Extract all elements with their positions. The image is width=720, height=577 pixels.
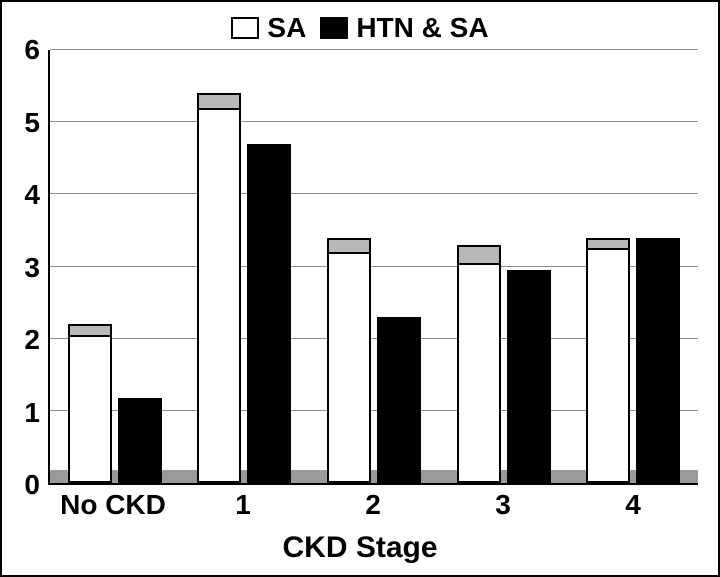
y-axis-ticks: 0123456 xyxy=(2,50,48,485)
bar-segment xyxy=(327,252,371,483)
bar-htn-sa xyxy=(507,270,551,483)
y-tick: 3 xyxy=(24,252,40,284)
bar-sa xyxy=(457,245,501,483)
bar-segment xyxy=(68,335,112,483)
bar-segment xyxy=(457,245,501,263)
y-tick: 6 xyxy=(24,34,40,66)
bar-group xyxy=(309,50,439,483)
legend-item-htnsa: HTN & SA xyxy=(320,12,488,44)
legend-swatch-sa xyxy=(231,17,259,39)
bar-segment xyxy=(68,324,112,335)
bar-group xyxy=(50,50,180,483)
bar-segment xyxy=(586,238,630,249)
bar-group xyxy=(180,50,310,483)
bar-segment xyxy=(327,238,371,252)
bar-segment xyxy=(586,248,630,483)
bar-segment xyxy=(118,398,162,483)
chart-zone: 0123456 No CKD1234 CKD Stage xyxy=(2,50,718,575)
bar-htn-sa xyxy=(377,317,421,483)
y-tick: 0 xyxy=(24,469,40,501)
legend-label-sa: SA xyxy=(267,12,306,44)
x-tick-label: 3 xyxy=(438,485,568,529)
bar-group xyxy=(568,50,698,483)
y-tick: 2 xyxy=(24,324,40,356)
bar-segment xyxy=(457,263,501,483)
x-tick-label: 1 xyxy=(178,485,308,529)
legend-label-htnsa: HTN & SA xyxy=(356,12,488,44)
x-tick-label: 2 xyxy=(308,485,438,529)
bar-sa xyxy=(586,238,630,483)
y-tick: 5 xyxy=(24,107,40,139)
bar-segment xyxy=(636,238,680,483)
bar-group xyxy=(439,50,569,483)
bar-segment xyxy=(197,93,241,107)
x-axis-labels: No CKD1234 xyxy=(48,485,698,529)
bar-htn-sa xyxy=(636,238,680,483)
legend-swatch-htnsa xyxy=(320,17,348,39)
legend-item-sa: SA xyxy=(231,12,306,44)
plot-area xyxy=(48,50,698,485)
bar-segment xyxy=(377,317,421,483)
bar-htn-sa xyxy=(247,144,291,483)
bar-sa xyxy=(327,238,371,483)
x-tick-label: No CKD xyxy=(48,485,178,529)
bar-segment xyxy=(197,108,241,483)
y-tick: 1 xyxy=(24,397,40,429)
x-tick-label: 4 xyxy=(568,485,698,529)
x-axis-title: CKD Stage xyxy=(2,529,718,575)
bar-segment xyxy=(507,270,551,483)
y-tick: 4 xyxy=(24,179,40,211)
bar-sa xyxy=(197,93,241,483)
bar-sa xyxy=(68,324,112,483)
bar-htn-sa xyxy=(118,398,162,483)
bar-groups xyxy=(50,50,698,483)
legend: SA HTN & SA xyxy=(2,2,718,50)
bar-segment xyxy=(247,144,291,483)
chart-row: 0123456 xyxy=(2,50,718,485)
chart-frame: SA HTN & SA 0123456 No CKD1234 CKD Stage xyxy=(0,0,720,577)
